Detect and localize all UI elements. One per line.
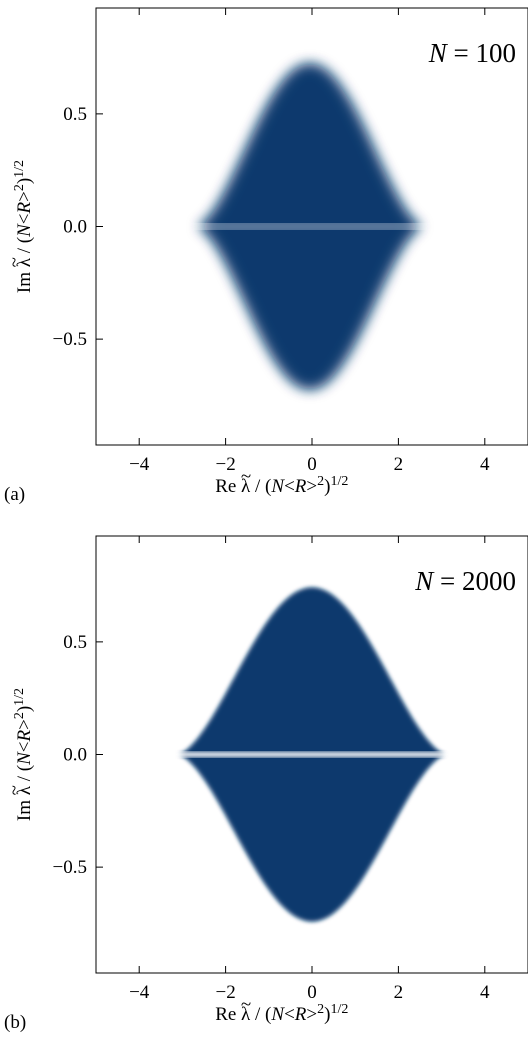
x-label-sup: 2 [317, 1002, 324, 1017]
y-tick-labels: −0.5 0.0 0.5 [53, 104, 87, 350]
x-label-n: N [270, 476, 285, 497]
x-label-power: 1/2 [330, 1002, 348, 1017]
y-label-pre: Im [14, 795, 35, 821]
density-shape [191, 64, 428, 389]
y-label-lt: < [14, 213, 35, 224]
x-label-pre: Re [215, 476, 241, 497]
x-label-lt: < [284, 1004, 295, 1025]
x-label-close: ) [324, 1004, 330, 1025]
x-tick-label: 0 [307, 982, 317, 1003]
x-tick-label: 4 [480, 982, 490, 1003]
panel-label: (b) [4, 1012, 26, 1033]
y-axis-label: Im λ / (N<R>2)1/2 [12, 160, 36, 293]
real-axis-gap [191, 224, 428, 229]
y-label-power: 1/2 [12, 160, 27, 178]
y-label-lambda: λ [14, 257, 35, 267]
panel-a: −4 −2 0 2 4 −0.50.00.5 N = 100 Re λ / (N<R>2… [4, 7, 528, 505]
y-axis-label-group: Im λ / (N<R>2)1/2 ~ [4, 160, 35, 293]
y-label-power: 1/2 [12, 688, 27, 706]
x-label-tilde: ~ [241, 994, 251, 1015]
y-label-lt: < [14, 741, 35, 752]
y-label-tilde: ~ [4, 257, 25, 267]
panel-b: −4 −2 0 2 4 −0.50.00.5 N = 2000 Re λ / (N<R>… [4, 535, 528, 1033]
x-label-gt: > [306, 476, 317, 497]
y-tick-label: −0.5 [53, 329, 87, 350]
x-tick-label: 4 [480, 454, 490, 475]
y-label-r: R [14, 201, 35, 214]
x-label-gt: > [306, 1004, 317, 1025]
y-axis-label-group: Im λ / (N<R>2)1/2 ~ [4, 688, 35, 821]
y-tick-label: −0.5 [53, 857, 87, 878]
y-label-lambda: λ [14, 785, 35, 795]
x-axis-label: Re λ / (N<R>2)1/2 [215, 474, 348, 498]
x-label-r: R [294, 476, 307, 497]
n-annotation: N = 100 [428, 38, 516, 68]
annotation-equals: = [433, 566, 462, 596]
y-axis-label: Im λ / (N<R>2)1/2 [12, 688, 36, 821]
y-tick-labels: −0.5 0.0 0.5 [53, 632, 87, 878]
annotation-value: 100 [476, 38, 517, 68]
y-label-gt: > [14, 719, 35, 730]
annotation-symbol: N [414, 566, 435, 596]
x-label-n: N [270, 1004, 285, 1025]
x-tick-labels: −4 −2 0 2 4 [129, 982, 490, 1003]
x-label-lt: < [284, 476, 295, 497]
y-label-sup: 2 [12, 712, 27, 719]
y-tick-label: 0.0 [63, 217, 87, 238]
y-label-sup: 2 [12, 184, 27, 191]
annotation-value: 2000 [462, 566, 516, 596]
x-tick-label: 2 [394, 982, 404, 1003]
y-label-r: R [14, 729, 35, 742]
annotation-equals: = [447, 38, 476, 68]
y-label-n: N [14, 751, 35, 766]
x-label-lambda: λ [241, 476, 251, 497]
x-label-pre: Re [215, 1004, 241, 1025]
x-tick-label: −4 [129, 454, 150, 475]
y-label-close: ) [14, 706, 35, 712]
x-label-lambda: λ [241, 1004, 251, 1025]
y-tick-label: 0.5 [63, 632, 87, 653]
y-tick-label: 0.5 [63, 104, 87, 125]
y-label-close: ) [14, 178, 35, 184]
x-label-tilde: ~ [241, 466, 251, 487]
tick-marks [96, 8, 486, 445]
n-annotation: N = 2000 [414, 566, 516, 596]
x-label-mid: / ( [250, 476, 271, 497]
x-tick-label: −4 [129, 982, 150, 1003]
y-tick-label: 0.0 [63, 745, 87, 766]
y-label-mid: / ( [14, 765, 35, 786]
x-tick-label: −2 [215, 454, 235, 475]
x-tick-labels: −4 −2 0 2 4 [129, 454, 490, 475]
x-label-sup: 2 [317, 474, 324, 489]
y-label-mid: / ( [14, 237, 35, 258]
x-label-r: R [294, 1004, 307, 1025]
x-label-mid: / ( [250, 1004, 271, 1025]
panel-label: (a) [4, 484, 25, 505]
x-axis-label: Re λ / (N<R>2)1/2 [215, 1002, 348, 1026]
annotation-symbol: N [428, 38, 449, 68]
x-tick-label: −2 [215, 982, 235, 1003]
x-tick-label: 2 [394, 454, 404, 475]
tick-marks [96, 536, 486, 973]
y-label-tilde: ~ [4, 785, 25, 795]
x-tick-label: 0 [307, 454, 317, 475]
y-label-gt: > [14, 191, 35, 202]
x-label-power: 1/2 [330, 474, 348, 489]
real-axis-gap [171, 752, 453, 757]
density-shape [171, 587, 453, 922]
x-label-close: ) [324, 476, 330, 497]
y-label-n: N [14, 223, 35, 238]
y-label-pre: Im [14, 267, 35, 293]
